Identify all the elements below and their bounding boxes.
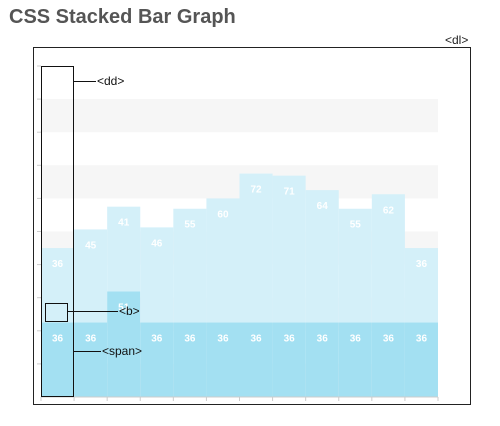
bar-value-label: 45: [85, 240, 97, 251]
bar-segment: [41, 322, 75, 397]
b-highlight-box: [45, 303, 68, 322]
bar-value-label: 55: [184, 220, 196, 231]
bar-segment: [206, 198, 240, 323]
bar-value-label: 51: [118, 302, 130, 313]
bar-value-label: 36: [217, 334, 229, 345]
bar-segment: [404, 322, 438, 397]
bar-value-label: 60: [217, 209, 229, 220]
bar-segment: [272, 322, 306, 397]
bar-value-label: 46: [151, 238, 163, 249]
bar-segment: [41, 248, 75, 323]
bar-segment: [140, 227, 174, 323]
bar-segment: [272, 175, 306, 323]
chart-frame: [33, 47, 471, 405]
bar-segment: [74, 229, 108, 323]
bar-segment: [371, 194, 405, 323]
bar-value-label: 71: [284, 187, 296, 198]
bar-value-label: 36: [383, 334, 395, 345]
bar-segment: [404, 248, 438, 323]
bar-segment: [140, 322, 174, 397]
bar-segment: [338, 208, 372, 323]
bar-segment: [239, 173, 273, 323]
bar-value-label: 36: [284, 334, 296, 345]
span-label: <span>: [102, 344, 143, 358]
dd-label: <dd>: [97, 74, 125, 88]
bar-value-label: 36: [317, 334, 329, 345]
bar-value-label: 36: [250, 334, 262, 345]
bar-value-label: 55: [350, 220, 362, 231]
bar-value-label: 64: [317, 201, 329, 212]
b-label: <b>: [119, 304, 140, 318]
bar-segment: [173, 208, 207, 323]
bar-segment: [107, 206, 141, 292]
page-title: CSS Stacked Bar Graph: [9, 6, 236, 28]
bar-segment: [107, 291, 141, 397]
bar-value-label: 41: [118, 218, 130, 229]
bar-value-label: 72: [250, 185, 262, 196]
bar-segment: [371, 322, 405, 397]
b-pointer-line: [68, 311, 118, 312]
bar-segment: [338, 322, 372, 397]
bar-value-label: 36: [52, 259, 64, 270]
bar-value-label: 36: [184, 334, 196, 345]
bar-segment: [173, 322, 207, 397]
bar-value-label: 36: [151, 334, 163, 345]
bar-segment: [305, 322, 339, 397]
bar-value-label: 36: [350, 334, 362, 345]
bar-segment: [239, 322, 273, 397]
bar-value-label: 36: [52, 334, 64, 345]
bar-value-label: 36: [416, 334, 428, 345]
dd-pointer-line: [74, 81, 96, 82]
background-band: [41, 99, 438, 133]
bar-value-label: 36: [85, 334, 97, 345]
bar-segment: [206, 322, 240, 397]
bar-segment: [74, 322, 108, 397]
bar-value-label: 62: [383, 205, 395, 216]
dl-label: <dl>: [445, 33, 469, 47]
dd-highlight-box: [41, 66, 74, 397]
bar-value-label: 36: [416, 259, 428, 270]
bar-segment: [305, 190, 339, 323]
span-pointer-line: [74, 351, 101, 352]
